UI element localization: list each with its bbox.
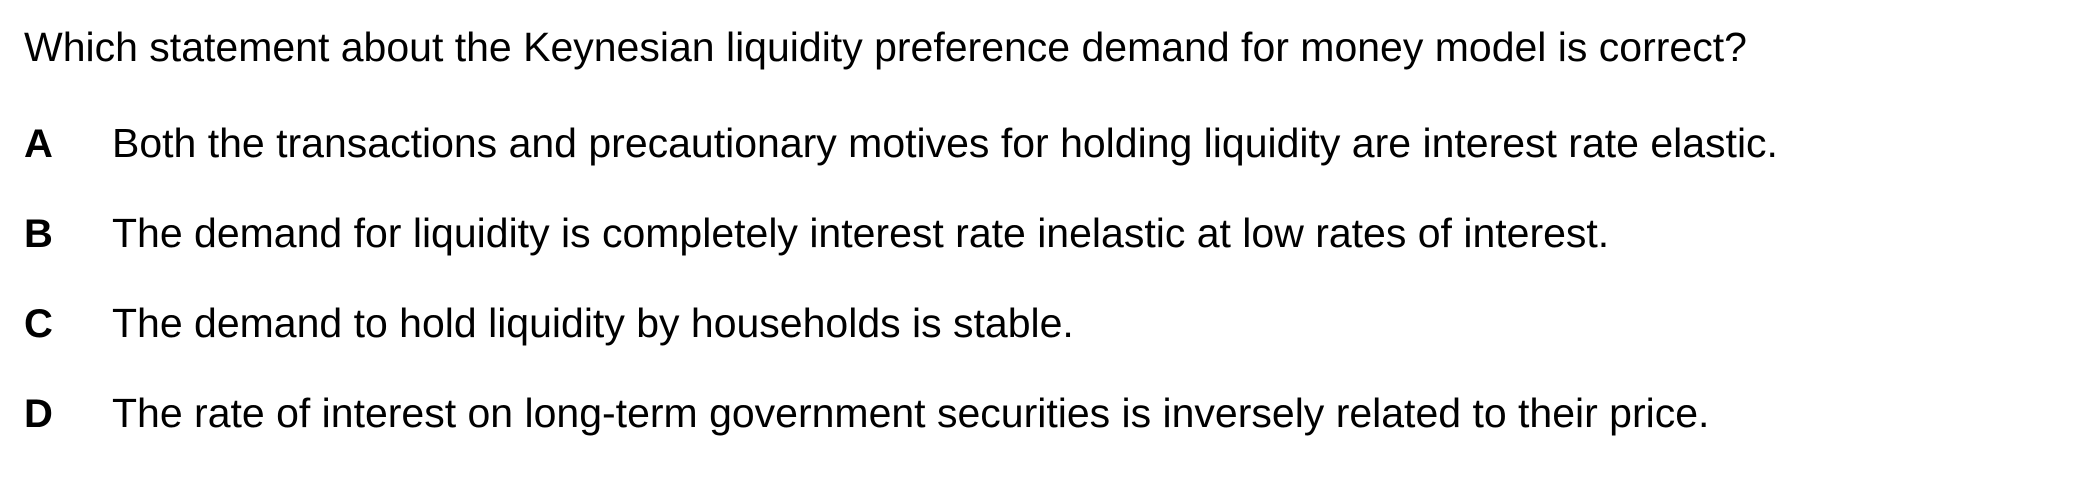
- option-text: The demand to hold liquidity by househol…: [112, 300, 1074, 346]
- option-c[interactable]: C The demand to hold liquidity by househ…: [24, 298, 1778, 388]
- option-d[interactable]: D The rate of interest on long-term gove…: [24, 388, 1778, 478]
- option-letter: D: [24, 392, 53, 436]
- option-text: Both the transactions and precautionary …: [112, 120, 1778, 166]
- option-text: The rate of interest on long-term govern…: [112, 390, 1710, 436]
- option-letter: B: [24, 212, 53, 256]
- option-text: The demand for liquidity is completely i…: [112, 210, 1610, 256]
- option-a[interactable]: A Both the transactions and precautionar…: [24, 118, 1778, 208]
- option-letter: C: [24, 302, 53, 346]
- option-b[interactable]: B The demand for liquidity is completely…: [24, 208, 1778, 298]
- question-text: Which statement about the Keynesian liqu…: [24, 24, 1747, 70]
- option-letter: A: [24, 122, 53, 166]
- answer-options: A Both the transactions and precautionar…: [24, 118, 1778, 478]
